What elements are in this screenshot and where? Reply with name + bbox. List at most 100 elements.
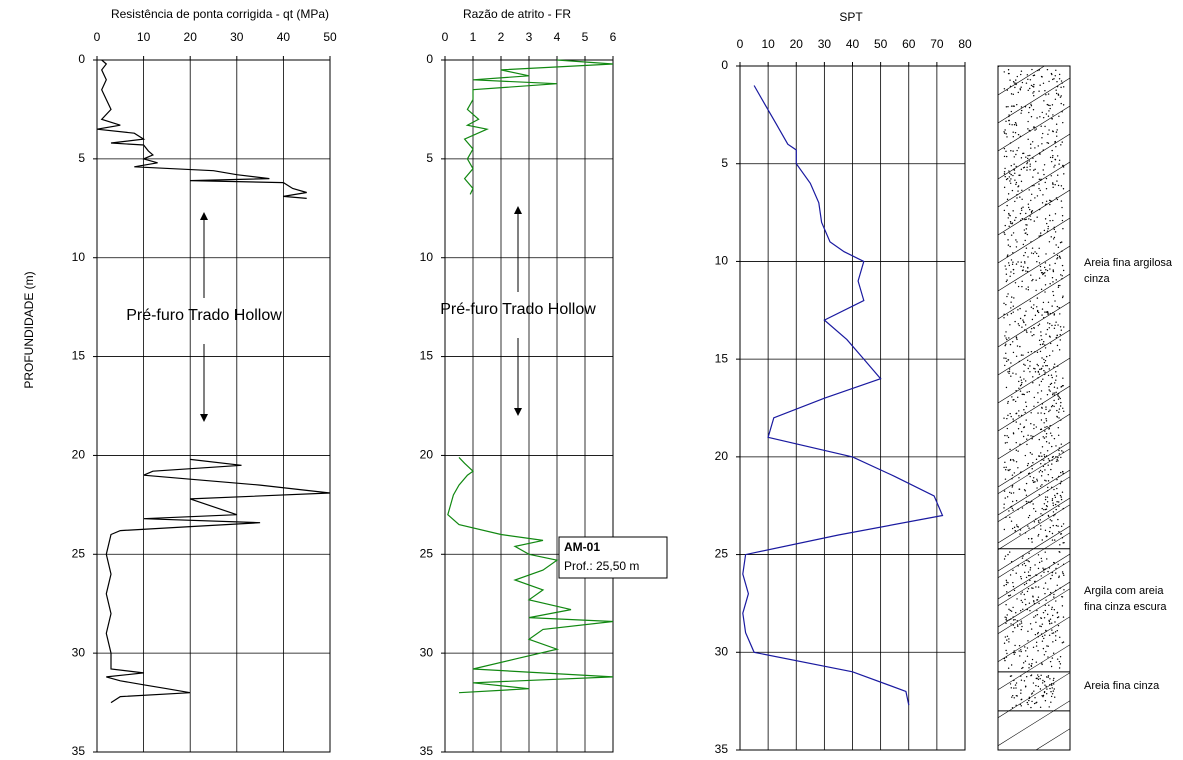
sand-dot	[1009, 275, 1011, 278]
sand-dot	[1009, 459, 1012, 462]
sand-dot	[1009, 214, 1011, 217]
sand-dot	[1021, 507, 1024, 509]
sand-dot	[1010, 259, 1013, 261]
x-tick-label: 1	[470, 30, 477, 44]
sand-dot	[1055, 600, 1057, 602]
sand-dot	[1019, 390, 1022, 392]
sand-dot	[1009, 412, 1011, 415]
sand-dot	[1010, 375, 1012, 377]
sand-dot	[1063, 410, 1065, 412]
sand-dot	[1017, 133, 1020, 136]
sand-dot	[1003, 507, 1005, 509]
sand-dot	[1046, 535, 1048, 538]
sand-dot	[1058, 163, 1060, 165]
sand-dot	[1050, 683, 1053, 685]
sand-dot	[1003, 503, 1005, 505]
sand-dot	[1020, 622, 1023, 624]
sand-dot	[1045, 253, 1047, 255]
sand-dot	[1037, 401, 1039, 404]
sand-dot	[1012, 459, 1014, 461]
sand-dot	[1043, 459, 1045, 461]
sand-dot	[1016, 345, 1019, 347]
sand-dot	[1053, 488, 1055, 491]
sand-dot	[1019, 307, 1021, 310]
sand-dot	[1005, 357, 1007, 360]
sand-dot	[1018, 380, 1020, 383]
x-tick-label: 6	[610, 30, 617, 44]
sand-dot	[1004, 233, 1006, 236]
sand-dot	[1012, 399, 1014, 401]
sand-dot	[1055, 89, 1057, 91]
y-tick-label: 10	[420, 250, 434, 264]
sand-dot	[1027, 120, 1029, 123]
y-tick-label: 25	[420, 546, 434, 560]
sand-dot	[1005, 656, 1008, 658]
sand-dot	[1026, 647, 1029, 649]
sand-dot	[1041, 560, 1043, 562]
sand-dot	[1053, 394, 1056, 396]
sand-dot	[1025, 270, 1027, 272]
sand-dot	[1004, 478, 1007, 480]
sand-dot	[1019, 703, 1021, 706]
sand-dot	[1060, 471, 1062, 474]
sand-dot	[1043, 422, 1045, 424]
sand-dot	[1038, 494, 1040, 496]
sand-dot	[1062, 166, 1065, 168]
sand-dot	[1012, 606, 1014, 609]
sand-dot	[1060, 385, 1063, 388]
sand-dot	[1003, 131, 1005, 133]
sand-dot	[1058, 349, 1061, 351]
sand-dot	[1035, 684, 1037, 687]
sand-dot	[1026, 169, 1028, 171]
sand-dot	[1056, 365, 1059, 367]
sand-dot	[1040, 380, 1043, 383]
sand-dot	[1052, 269, 1055, 271]
sand-dot	[1049, 526, 1051, 529]
sand-dot	[1037, 172, 1039, 174]
sand-dot	[1059, 313, 1061, 315]
sand-dot	[1012, 651, 1015, 654]
sand-dot	[1016, 149, 1018, 152]
sand-dot	[1057, 460, 1059, 462]
sand-dot	[1041, 455, 1043, 458]
sand-dot	[1006, 295, 1008, 298]
sand-dot	[1005, 268, 1007, 270]
sand-dot	[1021, 81, 1024, 84]
sand-dot	[1060, 86, 1062, 89]
sand-dot	[1060, 200, 1063, 202]
sand-dot	[1011, 296, 1013, 298]
sand-dot	[1008, 641, 1010, 643]
sand-dot	[1019, 376, 1022, 378]
sand-dot	[1051, 149, 1053, 152]
sand-dot	[1034, 147, 1036, 149]
sand-dot	[1043, 412, 1046, 415]
sand-dot	[1040, 288, 1043, 291]
sand-dot	[1042, 647, 1045, 650]
sand-dot	[1049, 323, 1051, 325]
sand-dot	[1055, 508, 1057, 511]
sand-dot	[1031, 663, 1033, 665]
sand-dot	[1053, 596, 1055, 598]
sand-dot	[1035, 518, 1037, 520]
sand-dot	[1043, 437, 1046, 439]
sand-dot	[1040, 419, 1043, 421]
sand-dot	[1034, 481, 1036, 483]
sand-dot	[1036, 195, 1039, 197]
sand-dot	[1026, 590, 1029, 593]
sand-dot	[1047, 322, 1049, 324]
sand-dot	[1021, 269, 1024, 272]
sand-dot	[1026, 74, 1029, 76]
sand-dot	[1044, 373, 1046, 376]
sand-dot	[1061, 250, 1063, 252]
sand-dot	[1052, 114, 1054, 116]
sand-dot	[1004, 265, 1006, 267]
sand-dot	[1005, 178, 1008, 181]
sand-dot	[1025, 482, 1028, 485]
sand-dot	[1055, 123, 1058, 125]
sand-dot	[1019, 623, 1021, 625]
sand-dot	[1006, 435, 1008, 437]
y-tick-label: 35	[72, 744, 86, 758]
sand-dot	[1017, 261, 1019, 263]
series-line	[447, 59, 614, 694]
sand-dot	[1037, 586, 1040, 588]
